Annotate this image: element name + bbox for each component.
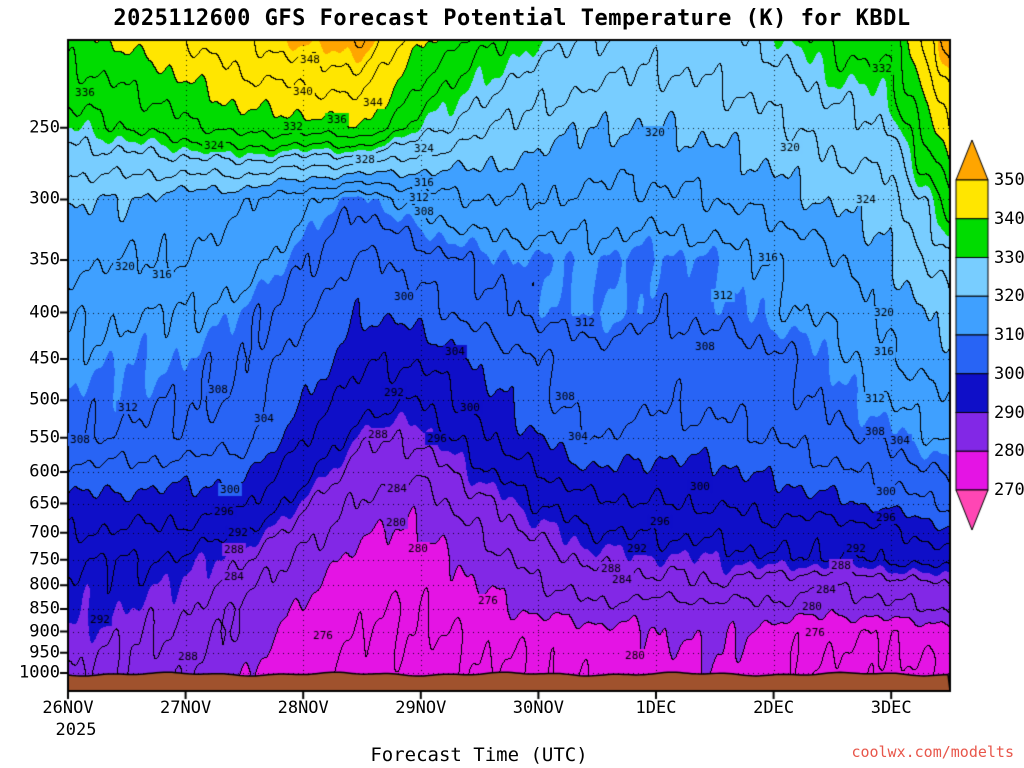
colorbar-label: 310 xyxy=(994,325,1024,345)
y-axis-tick-label: 650 xyxy=(29,493,60,514)
x-axis-tick-label: 1DEC xyxy=(635,698,677,718)
y-axis-tick-label: 950 xyxy=(29,642,60,663)
y-axis-tick-label: 1000 xyxy=(19,662,60,683)
colorbar-label: 320 xyxy=(994,286,1024,307)
y-axis-tick-label: 850 xyxy=(29,598,60,619)
y-axis-tick-label: 350 xyxy=(29,249,60,270)
x-axis-title: Forecast Time (UTC) xyxy=(370,744,588,766)
colorbar-label: 340 xyxy=(994,208,1024,229)
x-axis-year-label: 2025 xyxy=(55,720,97,740)
y-axis-tick-label: 700 xyxy=(29,522,60,543)
x-axis-tick-label: 3DEC xyxy=(870,698,912,718)
y-axis-tick-label: 900 xyxy=(29,621,60,642)
x-axis-tick-label: 27NOV xyxy=(160,698,212,718)
y-axis-tick-label: 250 xyxy=(29,117,60,138)
x-axis-tick-label: 28NOV xyxy=(277,698,329,718)
y-axis-tick-label: 600 xyxy=(29,461,60,482)
colorbar-label: 280 xyxy=(994,441,1024,462)
colorbar-label: 270 xyxy=(994,480,1024,500)
y-axis-tick-label: 450 xyxy=(29,348,60,369)
y-axis-tick-label: 500 xyxy=(29,389,60,410)
x-axis-tick-label: 26NOV xyxy=(42,698,94,718)
colorbar-label: 330 xyxy=(994,247,1024,268)
y-axis-tick-label: 800 xyxy=(29,574,60,595)
x-axis-tick-label: 2DEC xyxy=(753,698,795,718)
y-axis-tick-label: 750 xyxy=(29,549,60,570)
colorbar-label: 350 xyxy=(994,170,1024,190)
y-axis-tick-label: 300 xyxy=(29,189,60,210)
x-axis-tick-label: 29NOV xyxy=(395,698,447,718)
colorbar-label: 300 xyxy=(994,363,1024,384)
colorbar-label: 290 xyxy=(994,402,1024,423)
x-axis-tick-label: 30NOV xyxy=(512,698,564,718)
watermark-text: coolwx.com/modelts xyxy=(851,743,1014,761)
y-axis-tick-label: 400 xyxy=(29,302,60,323)
y-axis-tick-label: 550 xyxy=(29,427,60,448)
